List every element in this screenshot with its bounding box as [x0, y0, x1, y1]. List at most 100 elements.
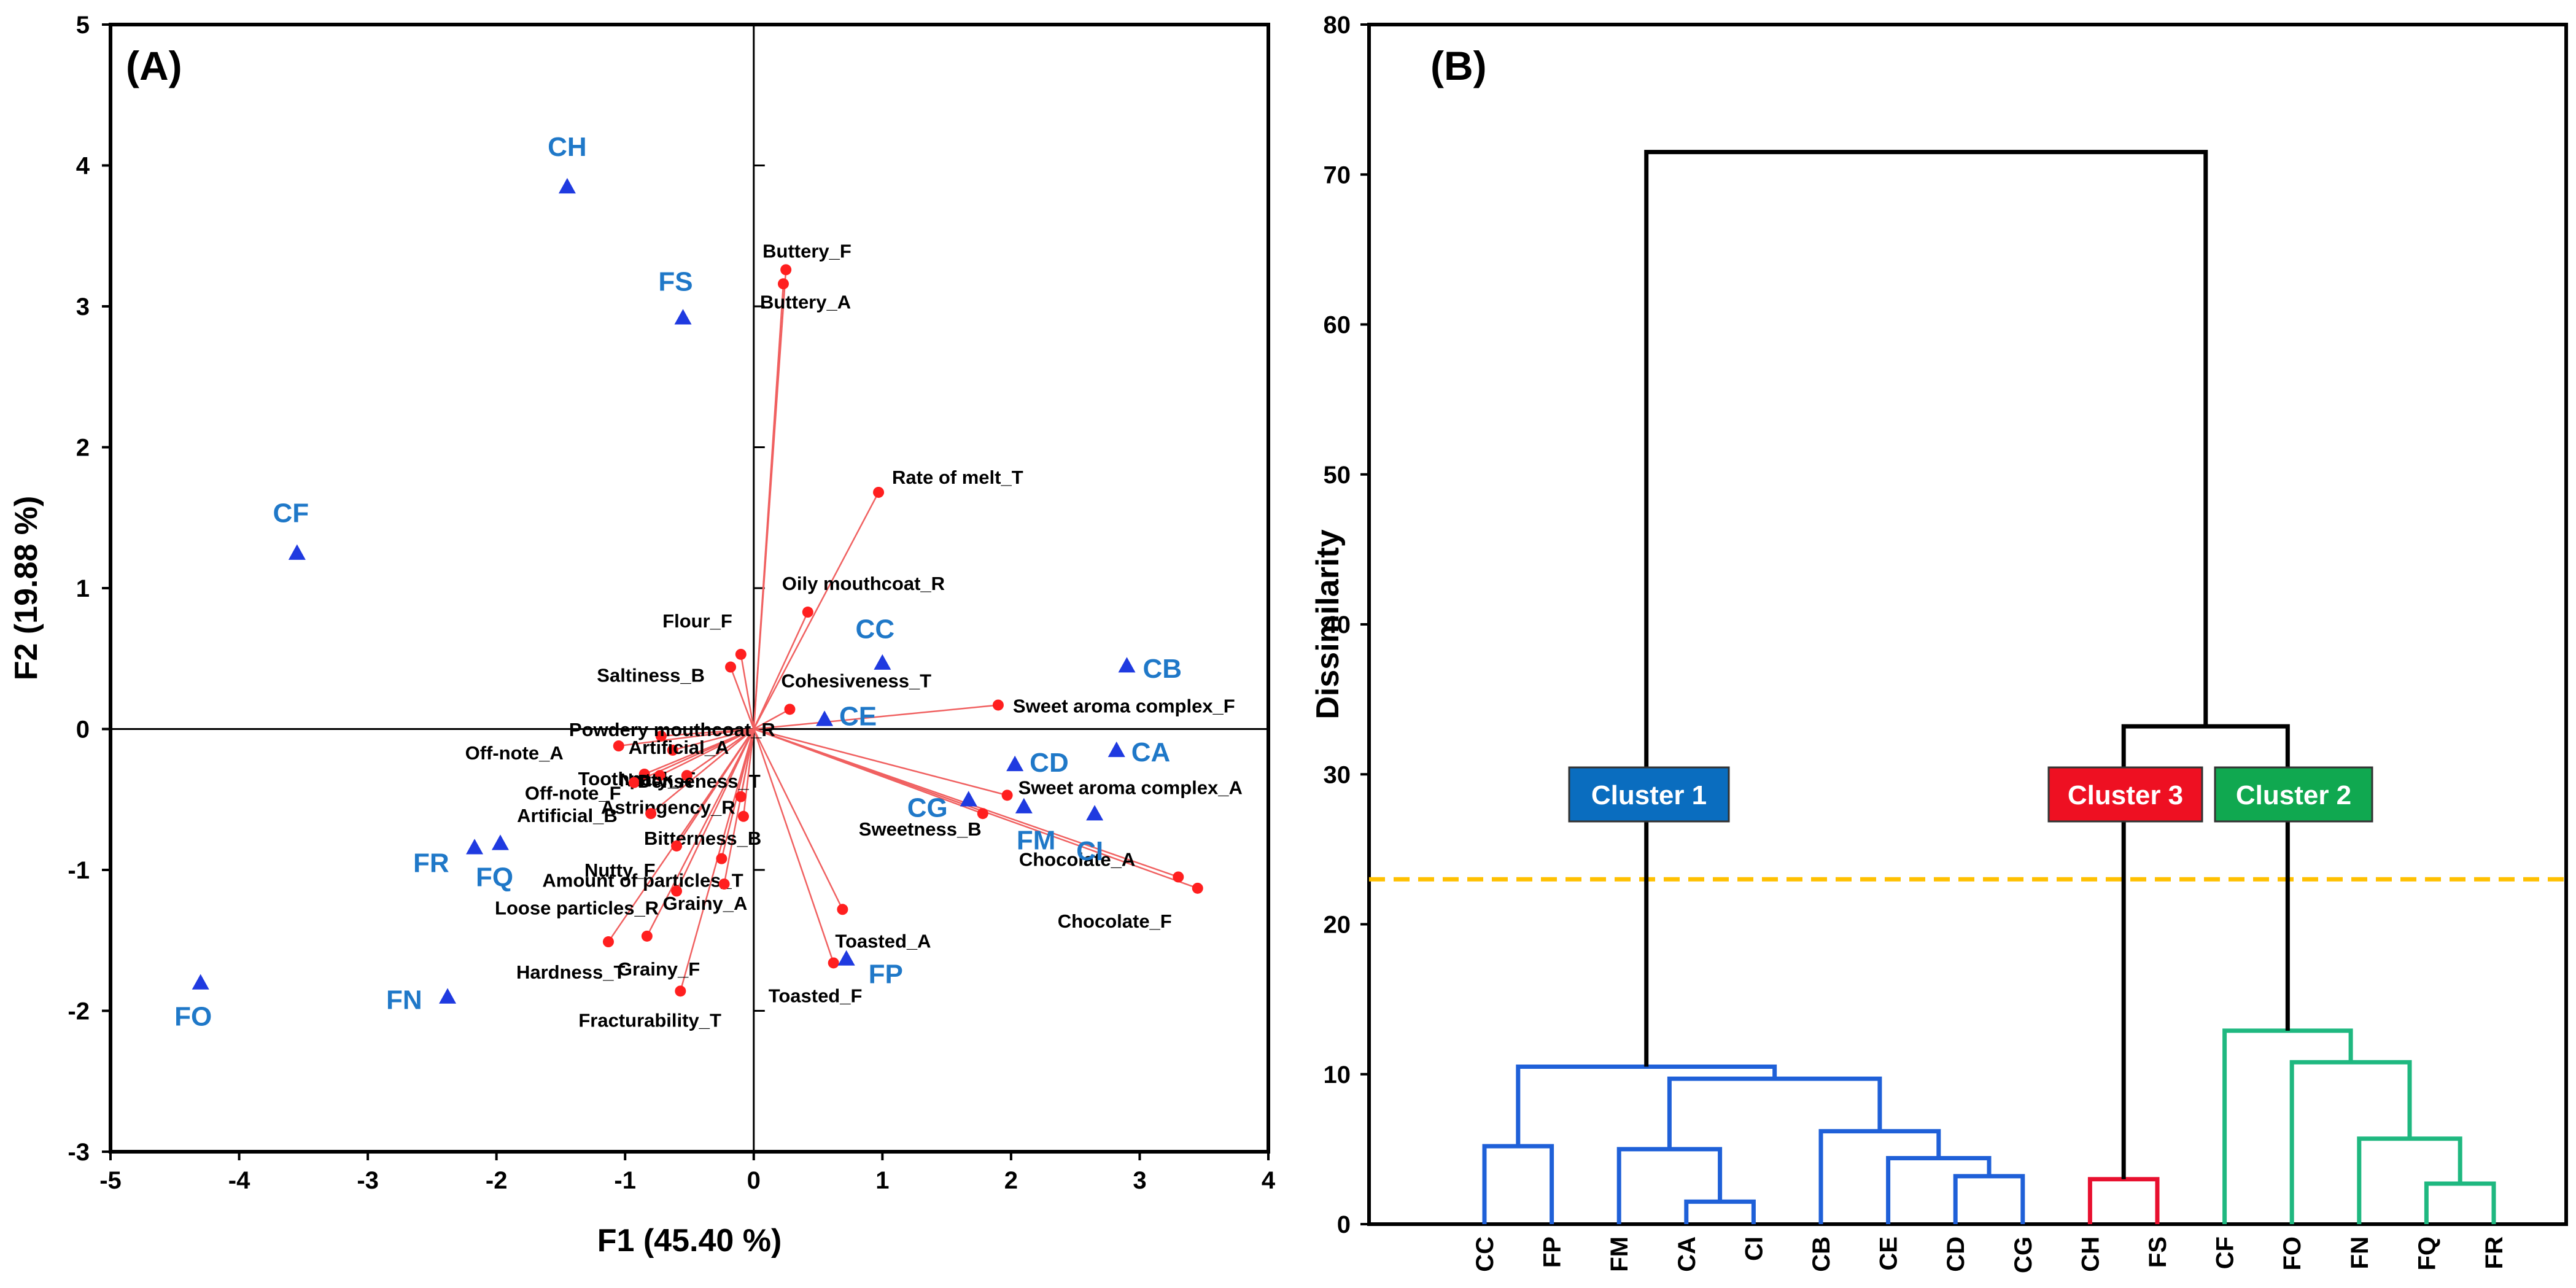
observation-point: [837, 950, 855, 966]
dendrogram-link: [1616, 1147, 1723, 1224]
leaf-label: CD: [1942, 1236, 1969, 1272]
leaf-label: CF: [2212, 1236, 2239, 1269]
cluster-label: Cluster 2: [2236, 780, 2351, 810]
observation-point: [960, 791, 977, 807]
observation-point: [1006, 755, 1024, 772]
variable-point: [1173, 871, 1184, 883]
panel-label-a: (A): [126, 43, 182, 88]
observation-point: [816, 710, 834, 726]
variable-label: Loose particles_R: [495, 897, 659, 918]
variable-vector: [753, 708, 791, 730]
variable-vector: [723, 729, 755, 885]
variable-point: [628, 777, 640, 788]
observation-point: [1108, 741, 1125, 758]
leaf-label: FS: [2144, 1236, 2171, 1268]
variable-vector: [753, 729, 834, 963]
variable-label: Fracturability_T: [578, 1009, 721, 1031]
variable-label: Cohesiveness_T: [781, 670, 931, 691]
variable-label: Buttery_A: [760, 291, 851, 312]
dendrogram-links: [1482, 150, 2496, 1224]
variable-point: [784, 704, 796, 715]
variable-point: [873, 486, 885, 498]
dendrogram-link: [2289, 1060, 2412, 1224]
dendrogram-link: [2087, 1177, 2160, 1224]
variable-label: Nutty_F: [584, 859, 655, 881]
observation-label: FS: [658, 266, 692, 297]
y-axis-title: F2 (19.88 %): [9, 496, 44, 681]
x-axis-ticks: -5 -4 -3 -2 -1 0 1 2 3 4: [99, 1152, 1276, 1194]
observation-label: CF: [273, 499, 309, 529]
variable-point: [735, 791, 747, 802]
y-tick-label: -3: [68, 1139, 90, 1166]
x-tick-label: 3: [1133, 1167, 1146, 1194]
y-tick-label: -2: [68, 998, 90, 1025]
observation-label: FR: [413, 848, 449, 878]
cluster-labels: Cluster 1 Cluster 3 Cluster 2: [1568, 766, 2373, 823]
dissimilarity-tick-label: 50: [1324, 462, 1351, 489]
x-tick-label: -5: [99, 1167, 122, 1194]
observation-label: FN: [386, 985, 422, 1015]
variable-label: Rate of melt_T: [892, 467, 1023, 488]
dendrogram-plot-frame: [1367, 23, 2568, 1226]
leaf-label: CH: [2077, 1236, 2104, 1272]
dissimilarity-tick-label: 0: [1337, 1211, 1351, 1238]
observation-point: [491, 834, 509, 850]
variable-point: [655, 730, 667, 742]
dissimilarity-axis-title: Dissimilarity: [1310, 529, 1346, 719]
x-tick-label: -2: [486, 1167, 508, 1194]
variable-label: Grainy_A: [663, 893, 748, 914]
variable-label: Astringency_R: [601, 797, 735, 818]
dendrogram-link: [2222, 1028, 2353, 1224]
leaf-label: CB: [1808, 1236, 1835, 1272]
leaf-label: FM: [1606, 1236, 1633, 1272]
variable-vector: [675, 728, 755, 891]
variable-point: [1192, 882, 1203, 894]
leaf-label: FO: [2279, 1236, 2306, 1271]
variable-label: Artificial_B: [517, 805, 618, 826]
variable-vector: [650, 728, 755, 815]
x-tick-label: -4: [228, 1167, 250, 1194]
x-tick-label: 4: [1262, 1167, 1276, 1194]
variable-label: Off-note_A: [465, 742, 564, 764]
observation-point: [1118, 657, 1136, 673]
x-tick-label: -1: [614, 1167, 636, 1194]
leaf-label: CG: [2010, 1236, 2037, 1273]
observation-points: CH FS CF CC CB CE CA CD CG FM CI FR FQ FP FO FN: [174, 132, 1182, 1032]
dissimilarity-axis-ticks: 0 10 20 30 40 50 60 70 80: [1324, 12, 1369, 1238]
leaf-label: FR: [2481, 1236, 2508, 1269]
observation-label: FQ: [476, 862, 513, 892]
variable-label: Toasted_A: [835, 930, 931, 952]
cluster-label: Cluster 1: [1591, 780, 1707, 810]
y-tick-label: -1: [68, 857, 90, 884]
variable-point: [638, 768, 650, 780]
variable-label: Off-note_F: [525, 783, 621, 804]
observation-label: FP: [869, 960, 903, 990]
variable-label: Hardness_T: [516, 961, 626, 983]
observation-point: [288, 544, 306, 560]
observation-label: CD: [1030, 748, 1069, 778]
variable-label: Saltiness_B: [597, 665, 705, 686]
leaf-label: CE: [1876, 1236, 1903, 1271]
variable-point: [667, 744, 678, 756]
variable-point: [977, 808, 988, 820]
variable-vector: [634, 728, 755, 783]
variable-point: [992, 699, 1004, 711]
observation-label: CG: [907, 793, 948, 823]
dendrogram-link: [1516, 1065, 1777, 1146]
variable-label: Chocolate_F: [1058, 910, 1172, 932]
observation-label: CI: [1076, 836, 1103, 866]
inner-axis-ticks: [753, 165, 765, 1012]
cluster-label-box: [2214, 766, 2373, 823]
x-tick-label: 0: [747, 1167, 761, 1194]
variable-point: [1001, 789, 1013, 801]
variable-label: Buttery_F: [762, 240, 852, 262]
dendrogram-link: [2357, 1136, 2462, 1224]
dendrogram-link: [1667, 1076, 1882, 1149]
y-tick-label: 1: [76, 575, 90, 602]
observation-point: [558, 177, 576, 194]
dendrogram-link: [1818, 1129, 1941, 1224]
biplot-panel: Buttery_F Buttery_A Rate of melt_T Oily mou…: [9, 12, 1276, 1259]
variable-vector: [686, 728, 755, 777]
dendrogram-link: [1886, 1156, 1992, 1224]
leaf-labels: CC FP FM CA CI CB CE CD CG CH FS CF FO FN FQ FR: [1472, 1236, 2508, 1273]
